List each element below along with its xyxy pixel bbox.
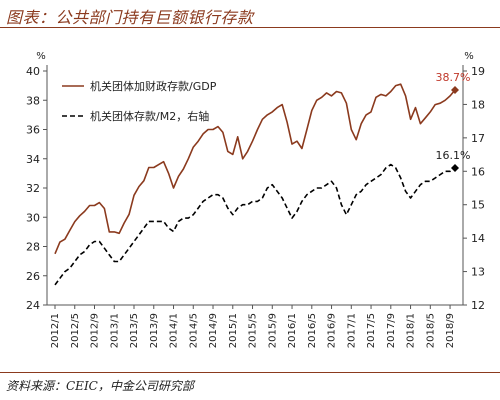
right-axis-tick-label: 19: [471, 65, 485, 78]
x-axis-tick-label: 2012/1: [50, 313, 61, 348]
right-axis-tick-label: 18: [471, 98, 485, 111]
x-axis-tick-label: 2014/1: [169, 313, 180, 348]
right-axis-tick-label: 15: [471, 199, 485, 212]
x-axis-tick-label: 2012/5: [70, 313, 81, 348]
left-axis-tick-label: 38: [26, 94, 40, 107]
x-axis-tick-label: 2016/1: [287, 313, 298, 348]
right-axis-unit: %: [464, 51, 474, 62]
left-axis-tick-label: 40: [26, 65, 40, 78]
series-end-label-1: 38.7%: [436, 71, 471, 84]
right-axis-tick-label: 12: [471, 299, 485, 312]
source-note: 资料来源：CEIC，中金公司研究部: [6, 379, 194, 393]
left-axis-unit: %: [36, 51, 46, 62]
series-end-marker-2: [451, 163, 459, 172]
left-axis-tick-label: 28: [26, 241, 40, 254]
legend-label-2: 机关团体存款/M2，右轴: [90, 109, 209, 123]
x-axis-tick-label: 2018/1: [406, 313, 417, 348]
x-axis-tick-label: 2013/9: [149, 313, 160, 348]
x-axis-tick-label: 2013/1: [109, 313, 120, 348]
left-axis-tick-label: 32: [26, 182, 40, 195]
line-chart: % % 24 26 28 30 32 34 36 38 40 12 13 14 15 16 17 18 19 2012…: [26, 51, 485, 348]
x-axis-tick-label: 2017/1: [346, 313, 357, 348]
left-axis-tick-label: 24: [26, 299, 40, 312]
source-divider: [0, 372, 500, 373]
series-line-1: [54, 83, 456, 255]
right-axis-tick-label: 13: [471, 266, 485, 279]
x-axis-tick-label: 2016/5: [307, 313, 318, 348]
x-axis-tick-label: 2012/9: [90, 313, 101, 348]
left-axis-tick-label: 26: [26, 270, 40, 283]
series-line-2: [54, 163, 456, 286]
x-axis-tick-label: 2017/9: [386, 313, 397, 348]
x-axis-tick-label: 2017/5: [366, 313, 377, 348]
x-axis-tick-label: 2013/5: [129, 313, 140, 348]
right-axis-tick-label: 14: [471, 232, 485, 245]
left-axis-tick-label: 30: [26, 211, 40, 224]
x-axis-tick-label: 2014/5: [188, 313, 199, 348]
x-axis-tick-label: 2014/9: [208, 313, 219, 348]
page-title: 图表：公共部门持有巨额银行存款: [6, 8, 254, 27]
x-axis-tick-label: 2018/5: [425, 313, 436, 348]
right-axis-tick-label: 16: [471, 165, 485, 178]
x-axis-tick-label: 2015/5: [248, 313, 259, 348]
x-axis-tick-label: 2015/1: [228, 313, 239, 348]
right-axis-tick-label: 17: [471, 132, 485, 145]
x-axis-tick-label: 2018/9: [445, 313, 456, 348]
left-axis-tick-label: 34: [26, 153, 40, 166]
series-end-label-2: 16.1%: [436, 149, 471, 162]
x-axis-tick-label: 2015/9: [267, 313, 278, 348]
left-axis-tick-label: 36: [26, 124, 40, 137]
series-end-marker-1: [451, 86, 459, 95]
legend-label-1: 机关团体加财政存款/GDP: [90, 79, 217, 93]
x-axis-tick-label: 2016/9: [327, 313, 338, 348]
title-divider: [0, 27, 500, 28]
